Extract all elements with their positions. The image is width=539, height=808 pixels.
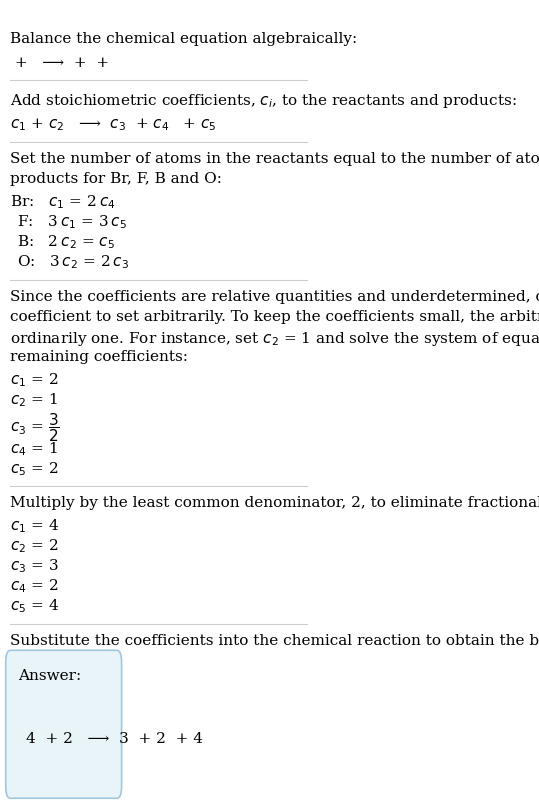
Text: $c_5$ = 2: $c_5$ = 2 (10, 460, 59, 478)
Text: ordinarily one. For instance, set $c_2$ = 1 and solve the system of equations fo: ordinarily one. For instance, set $c_2$ … (10, 330, 539, 347)
Text: Since the coefficients are relative quantities and underdetermined, choose a: Since the coefficients are relative quan… (10, 289, 539, 304)
Text: $c_4$ = 1: $c_4$ = 1 (10, 440, 58, 457)
Text: Answer:: Answer: (18, 670, 81, 684)
Text: $c_2$ = 1: $c_2$ = 1 (10, 391, 58, 409)
Text: $c_5$ = 4: $c_5$ = 4 (10, 598, 59, 615)
Text: Set the number of atoms in the reactants equal to the number of atoms in the: Set the number of atoms in the reactants… (10, 152, 539, 166)
Text: 4  + 2   ⟶  3  + 2  + 4: 4 + 2 ⟶ 3 + 2 + 4 (26, 732, 203, 746)
Text: $c_4$ = 2: $c_4$ = 2 (10, 578, 59, 595)
Text: +   ⟶  +  +: + ⟶ + + (10, 56, 119, 70)
Text: F:   3 $c_1$ = 3 $c_5$: F: 3 $c_1$ = 3 $c_5$ (17, 213, 127, 231)
Text: $c_3$ = $\dfrac{3}{2}$: $c_3$ = $\dfrac{3}{2}$ (10, 411, 60, 444)
Text: B:   2 $c_2$ = $c_5$: B: 2 $c_2$ = $c_5$ (17, 234, 114, 251)
Text: $c_3$ = 3: $c_3$ = 3 (10, 558, 59, 575)
Text: Substitute the coefficients into the chemical reaction to obtain the balanced: Substitute the coefficients into the che… (10, 633, 539, 647)
Text: Add stoichiometric coefficients, $c_i$, to the reactants and products:: Add stoichiometric coefficients, $c_i$, … (10, 92, 517, 110)
Text: Br:   $c_1$ = 2 $c_4$: Br: $c_1$ = 2 $c_4$ (10, 194, 116, 212)
Text: products for Br, F, B and O:: products for Br, F, B and O: (10, 172, 223, 186)
Text: Balance the chemical equation algebraically:: Balance the chemical equation algebraica… (10, 32, 357, 46)
Text: $c_1$ = 4: $c_1$ = 4 (10, 518, 59, 535)
Text: $c_2$ = 2: $c_2$ = 2 (10, 537, 59, 555)
FancyBboxPatch shape (6, 650, 122, 798)
Text: $c_1$ + $c_2$   ⟶  $c_3$  + $c_4$   + $c_5$: $c_1$ + $c_2$ ⟶ $c_3$ + $c_4$ + $c_5$ (10, 116, 217, 133)
Text: $c_1$ = 2: $c_1$ = 2 (10, 371, 59, 389)
Text: equation:: equation: (10, 654, 83, 667)
Text: Multiply by the least common denominator, 2, to eliminate fractional coefficient: Multiply by the least common denominator… (10, 496, 539, 510)
Text: O:   3 $c_2$ = 2 $c_3$: O: 3 $c_2$ = 2 $c_3$ (17, 254, 129, 271)
Text: remaining coefficients:: remaining coefficients: (10, 350, 188, 364)
Text: coefficient to set arbitrarily. To keep the coefficients small, the arbitrary va: coefficient to set arbitrarily. To keep … (10, 309, 539, 324)
